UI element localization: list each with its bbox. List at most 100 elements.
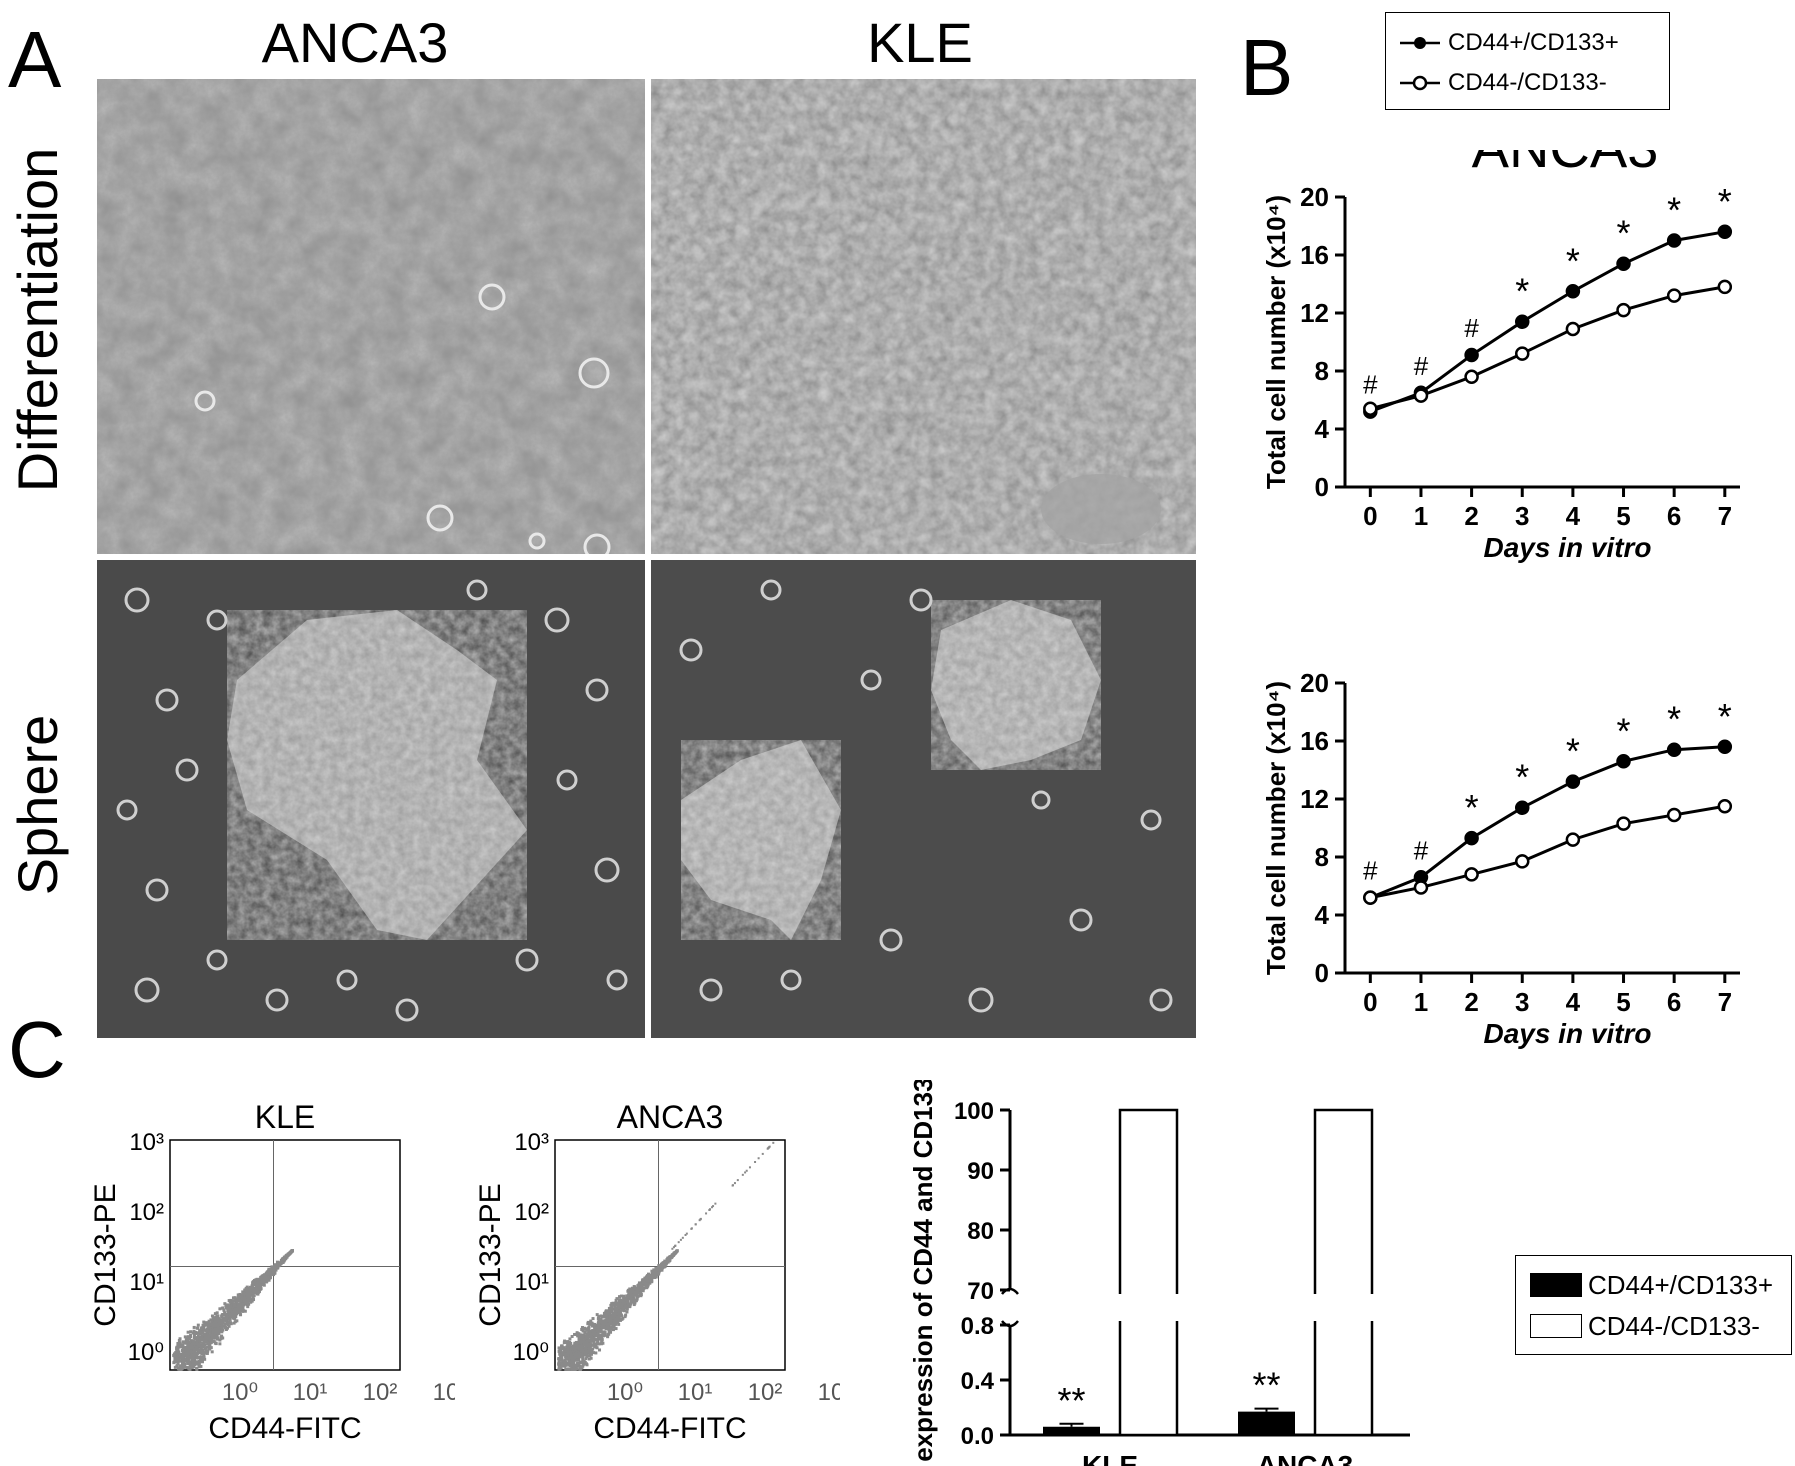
y-tick-label: 90 (967, 1158, 994, 1185)
x-tick-label: 4 (1566, 987, 1581, 1017)
series-point-0 (1565, 774, 1581, 789)
chart-title: ANCA3 (1472, 150, 1659, 179)
legend-swatch-negative (1530, 1314, 1582, 1338)
panel-label-b: B (1240, 23, 1294, 112)
y-tick-label: 80 (967, 1218, 994, 1245)
bar-positive (1238, 1411, 1295, 1435)
x-tick-label: 6 (1667, 501, 1681, 531)
series-point-0 (1464, 347, 1479, 363)
series-point-1 (1464, 369, 1479, 385)
x-axis-label: Days in vitro (1483, 1018, 1651, 1049)
series-point-1 (1717, 279, 1733, 295)
series-line-1 (1370, 804, 1726, 900)
legend-marker-open (1412, 75, 1428, 91)
significance-mark: * (1718, 181, 1732, 222)
bar-negative-upper (1313, 1108, 1374, 1300)
column-title-kle: KLE (867, 11, 973, 74)
micrograph-kle-differentiation (651, 79, 1196, 554)
x-axis-label: Days in vitro (1483, 532, 1651, 563)
column-title-anca3: ANCA3 (261, 11, 449, 74)
legend-marker-filled (1414, 37, 1426, 49)
row-title-differentiation: Differentiation (6, 147, 69, 493)
series-point-0 (1666, 233, 1682, 248)
flow-title: ANCA3 (617, 1099, 724, 1135)
y-tick-label: 8 (1315, 842, 1329, 872)
bar-negative-upper (1118, 1108, 1179, 1300)
x-tick-label: 1 (1414, 987, 1428, 1017)
flow-x-axis-label: CD44-FITC (593, 1412, 746, 1445)
significance-mark: ** (1057, 1380, 1085, 1421)
flow-x-axis-label: CD44-FITC (208, 1412, 361, 1445)
y-tick-label: 20 (1300, 182, 1329, 212)
flow-y-axis-label: CD133-PE (89, 1183, 122, 1326)
y-tick-label: 12 (1300, 298, 1329, 328)
significance-mark: * (1566, 240, 1580, 281)
series-point-1 (1514, 346, 1530, 361)
flow-x-tick-label: 10⁰ (607, 1379, 643, 1406)
x-tick-label: 4 (1566, 501, 1581, 531)
flow-event-cloud (557, 1141, 775, 1371)
flow-title: KLE (255, 1099, 315, 1135)
series-point-1 (1565, 832, 1581, 847)
x-tick-label: 3 (1515, 501, 1529, 531)
flow-plot-kle: KLE 10⁰ 10¹ 10² 10³ 10³ 10² 10¹ 10⁰ CD44-FITC CD13… (89, 1099, 455, 1445)
legend-label-negative: CD44-/CD133- (1448, 69, 1607, 96)
series-point-0 (1565, 284, 1581, 299)
significance-mark: * (1566, 731, 1580, 772)
series-line-0 (1369, 745, 1725, 899)
x-tick-label: 7 (1718, 501, 1732, 531)
series-point-1 (1717, 799, 1733, 814)
flow-x-tick-label: 10³ (433, 1379, 455, 1406)
y-axis-label: Total cell number (x10⁴) (1261, 681, 1291, 975)
x-tick-label: 7 (1718, 987, 1732, 1017)
x-tick-label: 1 (1414, 501, 1428, 531)
series-point-1 (1616, 816, 1631, 831)
x-tick-label: 2 (1464, 501, 1478, 531)
flow-y-tick-label: 10³ (514, 1129, 549, 1156)
y-tick-label: 16 (1300, 726, 1329, 756)
series-point-1 (1363, 890, 1378, 905)
y-tick-label: 8 (1315, 356, 1329, 386)
legend-label-positive: CD44+/CD133+ (1448, 29, 1619, 56)
series-point-0 (1514, 800, 1530, 815)
series-point-0 (1464, 830, 1479, 846)
flow-y-tick-label: 10⁰ (128, 1339, 164, 1366)
significance-mark: # (1414, 835, 1429, 865)
panel-label-c: C (8, 1005, 66, 1094)
series-line-0 (1369, 230, 1726, 414)
significance-mark: * (1617, 213, 1631, 254)
flow-x-tick-label: 10² (748, 1379, 783, 1406)
y-axis-label: Total cell number (x10⁴) (1261, 195, 1291, 489)
flow-y-tick-label: 10² (129, 1199, 164, 1226)
significance-mark: # (1464, 313, 1479, 343)
flow-event-cloud (172, 1249, 294, 1371)
series-point-0 (1616, 754, 1631, 769)
x-tick-label: 0 (1363, 501, 1377, 531)
y-tick-label: 0.8 (961, 1313, 994, 1340)
series-point-0 (1514, 314, 1530, 329)
series-point-1 (1666, 288, 1682, 303)
y-tick-label: 0 (1315, 472, 1329, 502)
flow-y-tick-label: 10² (514, 1199, 549, 1226)
significance-mark: # (1363, 856, 1378, 886)
x-category-label: KLE (1082, 1450, 1138, 1466)
flow-y-tick-label: 10⁰ (513, 1339, 549, 1366)
x-tick-label: 3 (1515, 987, 1529, 1017)
legend-swatch-positive (1530, 1273, 1582, 1297)
flow-x-tick-label: 10¹ (293, 1379, 328, 1406)
series-point-0 (1616, 256, 1631, 271)
significance-mark: * (1617, 710, 1631, 751)
series-point-0 (1717, 224, 1733, 240)
micrograph-anca3-differentiation (97, 79, 645, 554)
bar-negative-lower (1118, 1315, 1179, 1437)
y-tick-label: 0.4 (961, 1368, 995, 1395)
significance-mark: * (1465, 787, 1479, 828)
x-tick-label: 6 (1667, 987, 1681, 1017)
x-tick-label: 2 (1464, 987, 1478, 1017)
bar-negative-lower (1313, 1315, 1374, 1437)
y-tick-label: 4 (1315, 900, 1330, 930)
y-tick-label: 12 (1300, 784, 1329, 814)
x-tick-label: 5 (1616, 987, 1630, 1017)
legend-c-label-negative: CD44-/CD133- (1588, 1311, 1760, 1341)
